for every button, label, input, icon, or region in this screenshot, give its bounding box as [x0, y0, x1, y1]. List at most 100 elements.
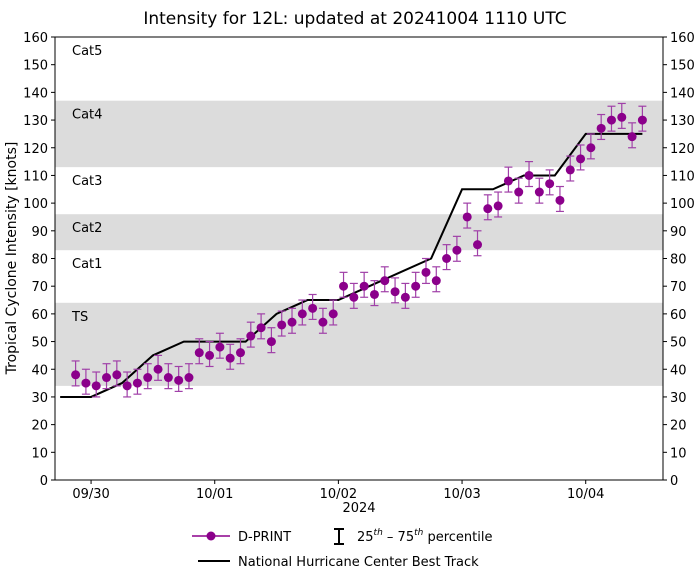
dprint-point	[596, 123, 606, 133]
dprint-point	[514, 187, 524, 197]
dprint-point	[524, 170, 534, 180]
dprint-point	[421, 267, 431, 277]
dprint-point	[606, 115, 616, 125]
legend-dprint-label: D-PRINT	[238, 530, 291, 545]
dprint-point	[163, 373, 173, 383]
legend-besttrack-label: National Hurricane Center Best Track	[238, 555, 479, 570]
dprint-point	[390, 287, 400, 297]
y-tick-label: 120	[23, 142, 48, 157]
band-cat4	[55, 100, 663, 168]
dprint-point	[565, 165, 575, 175]
x-tick-label: 09/30	[72, 487, 109, 502]
dprint-point	[369, 289, 379, 299]
y-tick-label-right: 50	[670, 336, 687, 351]
y-tick-label: 40	[31, 363, 48, 378]
y-tick-label-right: 110	[670, 169, 695, 184]
y-tick-label-right: 160	[670, 31, 695, 46]
chart-title: Intensity for 12L: updated at 20241004 1…	[143, 9, 566, 29]
y-tick-label-right: 40	[670, 363, 687, 378]
y-tick-label: 140	[23, 86, 48, 101]
dprint-point	[153, 364, 163, 374]
dprint-point	[287, 317, 297, 327]
dprint-series	[71, 102, 647, 398]
x-tick-label: 10/03	[443, 487, 480, 502]
band-label-ts: TS	[71, 310, 88, 325]
y-tick-label-right: 100	[670, 197, 695, 212]
y-tick-label: 70	[31, 280, 48, 295]
y-tick-label: 60	[31, 308, 48, 323]
dprint-point	[112, 370, 122, 380]
dprint-point	[102, 373, 112, 383]
y-tick-label-right: 60	[670, 308, 687, 323]
y-tick-label-right: 90	[670, 225, 687, 240]
dprint-point	[545, 179, 555, 189]
x-axis-label: 2024	[342, 501, 375, 516]
dprint-point	[442, 254, 452, 263]
dprint-point	[184, 373, 194, 383]
dprint-point	[576, 154, 586, 164]
y-tick-label: 20	[31, 419, 48, 434]
y-tick-label: 100	[23, 197, 48, 212]
y-tick-label: 50	[31, 336, 48, 351]
dprint-point	[81, 378, 91, 388]
dprint-point	[503, 176, 513, 186]
y-tick-label: 130	[23, 114, 48, 129]
plot-frame	[54, 36, 664, 481]
y-tick-label: 160	[23, 31, 48, 46]
axis-ticks: 0 0 10 10 20 20 30 30 40 40 50 50 60 60 70 70 80 80 90 90 10…	[23, 31, 695, 502]
dprint-point	[400, 292, 410, 302]
band-label-cat2: Cat2	[72, 221, 102, 236]
legend-percentile-label: 25th – 75th percentile	[357, 528, 492, 545]
dprint-point	[627, 132, 637, 142]
dprint-point	[462, 212, 472, 222]
dprint-point	[493, 201, 503, 211]
dprint-point	[555, 195, 565, 205]
y-tick-label: 90	[31, 225, 48, 240]
y-tick-label: 150	[23, 59, 48, 74]
dprint-point	[318, 317, 328, 327]
y-tick-label-right: 0	[670, 474, 678, 489]
y-tick-label: 80	[31, 253, 48, 268]
dprint-point	[91, 381, 101, 391]
dprint-point	[266, 337, 276, 347]
y-tick-label-right: 30	[670, 391, 687, 406]
dprint-point	[349, 292, 359, 302]
dprint-point	[277, 320, 287, 330]
legend: D-PRINT 25th – 75th percentile National …	[192, 528, 492, 570]
dprint-point	[617, 112, 627, 122]
dprint-point	[586, 143, 596, 153]
legend-dprint-marker	[206, 531, 216, 541]
dprint-point	[359, 281, 369, 291]
dprint-point	[411, 281, 421, 291]
y-tick-label-right: 80	[670, 253, 687, 268]
y-tick-label-right: 70	[670, 280, 687, 295]
dprint-point	[483, 204, 493, 214]
dprint-point	[143, 373, 153, 383]
y-tick-label-right: 150	[670, 59, 695, 74]
y-tick-label: 0	[40, 474, 48, 489]
dprint-point	[339, 281, 349, 291]
dprint-point	[174, 375, 184, 385]
dprint-point	[473, 240, 483, 250]
y-tick-label-right: 130	[670, 114, 695, 129]
dprint-point	[235, 348, 245, 358]
band-label-cat3: Cat3	[72, 174, 102, 189]
x-tick-label: 10/04	[567, 487, 604, 502]
y-tick-label: 10	[31, 446, 48, 461]
y-tick-label: 110	[23, 169, 48, 184]
band-label-cat4: Cat4	[72, 108, 102, 123]
dprint-point	[256, 323, 266, 333]
y-tick-label-right: 20	[670, 419, 687, 434]
dprint-point	[71, 370, 81, 380]
dprint-point	[328, 309, 338, 319]
y-axis-label: Tropical Cyclone Intensity [knots]	[4, 142, 20, 376]
band-label-cat5: Cat5	[72, 44, 102, 59]
x-tick-label: 10/01	[196, 487, 233, 502]
dprint-point	[452, 245, 462, 255]
dprint-point	[308, 303, 318, 313]
y-tick-label-right: 140	[670, 86, 695, 101]
y-tick-label-right: 10	[670, 446, 687, 461]
x-tick-label: 10/02	[320, 487, 357, 502]
